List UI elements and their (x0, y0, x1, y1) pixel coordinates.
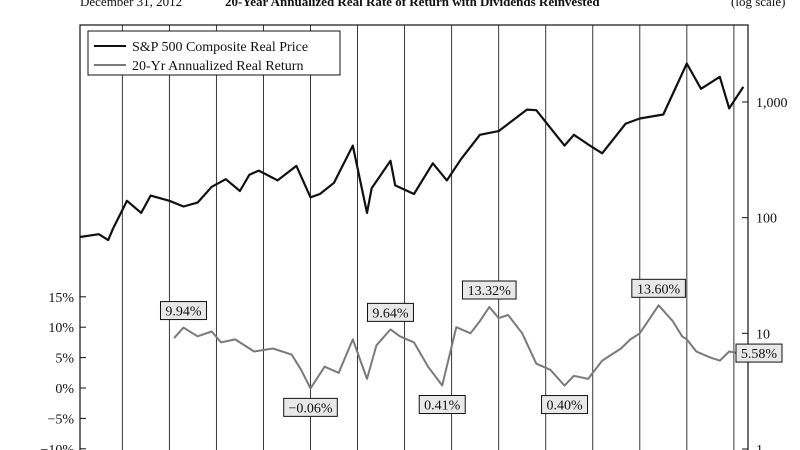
annotation-label: 13.60% (637, 282, 681, 297)
legend: S&P 500 Composite Real Price 20-Yr Annual… (87, 30, 341, 76)
left-axis: 15% 10% 5% 0% −5% −10% (40, 291, 86, 450)
right-axis: 1,000 100 10 1 (742, 96, 788, 450)
left-tick-label: 0% (55, 382, 74, 397)
grid (121, 25, 735, 450)
left-tick-label: 10% (48, 321, 74, 336)
legend-label: S&P 500 Composite Real Price (132, 40, 308, 55)
annotation-label: 9.94% (165, 305, 202, 320)
annotation-box (631, 278, 686, 298)
annotation-box (461, 280, 517, 300)
annotation-label: 5.58% (741, 347, 778, 362)
annotation-label: 13.32% (468, 284, 512, 299)
left-tick-label: −5% (47, 412, 74, 427)
log-scale-note: (log scale) (731, 0, 786, 9)
series-line-annualized-return (173, 304, 744, 390)
left-tick-label: 15% (48, 291, 74, 306)
annotation-label: −0.06% (288, 401, 332, 416)
right-tick-label: 1,000 (756, 96, 788, 111)
header-date: December 31, 2012 (80, 0, 183, 9)
annotation-box (418, 395, 466, 415)
chart-title: 20-Year Annualized Real Rate of Return w… (225, 0, 600, 9)
left-tick-label: 5% (55, 352, 74, 367)
annotation-box (159, 301, 207, 321)
series-line-real-price (79, 62, 745, 242)
plot-frame (79, 24, 749, 450)
annotation-box (283, 397, 338, 417)
annotation-label: 0.41% (424, 399, 461, 414)
series-lines (79, 62, 745, 390)
left-tick-label: −10% (40, 443, 74, 450)
right-tick-label: 100 (756, 212, 777, 227)
right-tick-label: 1 (756, 443, 763, 450)
annotations: 9.94% −0.06% 9.64% 0.41% 13.32% 0.40% 13.60% 5.… (159, 278, 783, 417)
annotation-box (735, 343, 783, 363)
right-tick-label: 10 (756, 327, 770, 342)
annotation-label: 0.40% (546, 399, 583, 414)
legend-box (87, 30, 341, 76)
legend-label: 20-Yr Annualized Real Return (132, 59, 303, 74)
annotation-label: 9.64% (372, 306, 409, 321)
annotation-box (541, 395, 589, 415)
annotation-box (366, 302, 414, 322)
